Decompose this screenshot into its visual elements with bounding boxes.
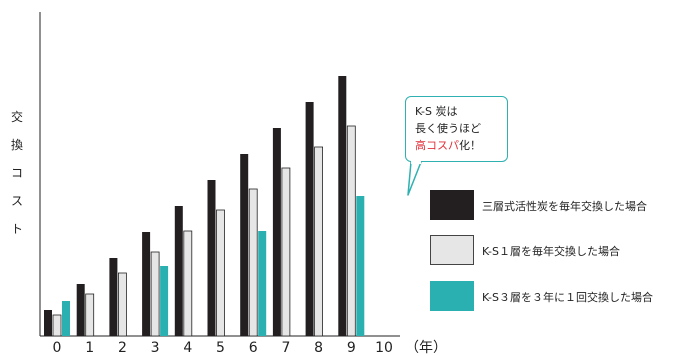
bar-series-1-year-7 — [272, 128, 281, 336]
bar-series-2-year-6 — [248, 188, 258, 337]
x-tick-label: 1 — [85, 340, 94, 356]
x-tick-label: 5 — [216, 340, 225, 356]
x-tick-label: 10 — [375, 340, 393, 356]
x-tick-label: 9 — [347, 340, 356, 356]
bar-series-2-year-7 — [281, 167, 291, 337]
legend-label: 三層式活性炭を毎年交換した場合 — [482, 200, 647, 213]
bar-series-3-year-6 — [258, 231, 267, 336]
annotation-line-3: 高コスパ化！ — [415, 137, 507, 154]
annotation-callout: K-S 炭は 長く使うほど 高コスパ化！ — [405, 96, 508, 162]
bar-series-1-year-9 — [338, 76, 347, 336]
bar-series-2-year-4 — [183, 230, 193, 337]
bar-series-2-year-1 — [85, 293, 95, 337]
bar-series-1-year-5 — [207, 180, 216, 336]
bar-series-3-year-9 — [356, 196, 365, 336]
legend-swatch — [430, 190, 474, 220]
y-axis-label-char: ス — [10, 194, 23, 208]
bar-series-1-year-6 — [240, 154, 249, 336]
legend-swatch — [430, 235, 474, 265]
x-tick-label: 0 — [53, 340, 62, 356]
legend-swatch — [430, 281, 474, 311]
bar-series-2-year-9 — [346, 125, 356, 337]
x-tick-label: 7 — [281, 340, 290, 356]
bar-series-1-year-8 — [305, 102, 314, 336]
x-tick-label: 4 — [183, 340, 192, 356]
bar-series-2-year-3 — [150, 251, 160, 337]
bar-series-1-year-1 — [76, 284, 85, 336]
bar-series-1-year-3 — [142, 232, 151, 336]
bar-series-1-year-2 — [109, 258, 118, 336]
bar-series-1-year-4 — [174, 206, 183, 336]
annotation-line-1: K-S 炭は — [415, 105, 458, 118]
annotation-accent: 高コスパ — [415, 139, 459, 152]
y-axis-label-char: コ — [10, 166, 23, 180]
bar-series-2-year-2 — [118, 272, 127, 337]
bar-series-2-year-5 — [216, 209, 225, 337]
legend-label: K-S１層を毎年交換した場合 — [482, 245, 621, 258]
x-tick-label: 3 — [151, 340, 160, 356]
x-tick-label: 8 — [314, 340, 323, 356]
x-unit-label: （年） — [405, 340, 447, 356]
bar-series-2-year-0 — [52, 314, 62, 337]
y-axis-label-char: 換 — [10, 138, 23, 152]
x-tick-label: 2 — [118, 340, 127, 356]
legend-label: K-S３層を３年に１回交換した場合 — [482, 291, 654, 304]
y-axis-label-char: 交 — [10, 110, 23, 124]
annotation-line-2: 長く使うほど — [415, 122, 481, 135]
annotation-suffix: 化！ — [459, 139, 481, 152]
bar-series-3-year-0 — [62, 301, 70, 336]
bar-series-3-year-3 — [160, 266, 169, 336]
bar-series-1-year-0 — [44, 310, 52, 336]
bar-series-2-year-8 — [314, 146, 324, 337]
x-tick-label: 6 — [249, 340, 258, 356]
y-axis-label-char: ト — [10, 222, 23, 236]
annotation-pointer — [407, 161, 422, 196]
